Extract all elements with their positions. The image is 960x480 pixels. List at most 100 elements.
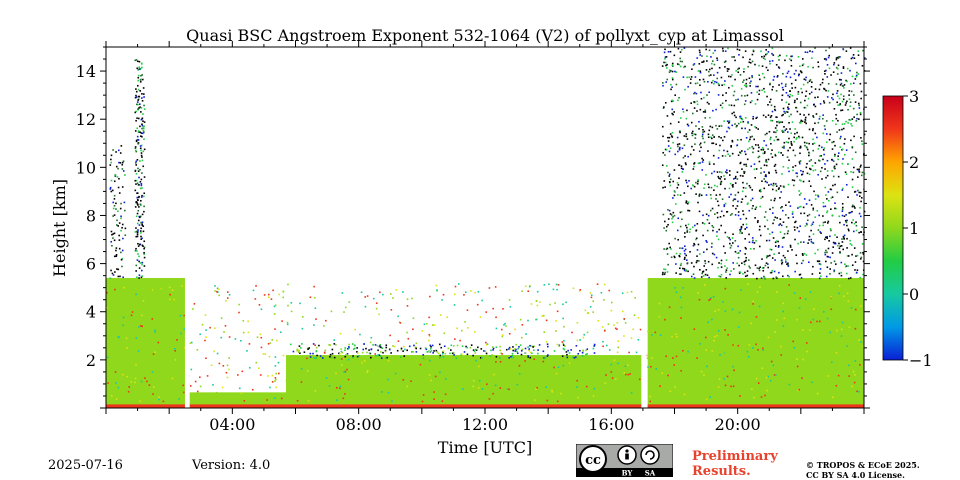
noise-pixel [521, 348, 524, 351]
noise-pixel [827, 82, 830, 85]
noise-pixel [693, 92, 695, 95]
noise-pixel [119, 275, 121, 278]
noise-pixel [274, 380, 276, 382]
noise-pixel [823, 102, 826, 104]
noise-pixel [808, 213, 811, 216]
noise-pixel [460, 360, 462, 363]
noise-pixel [781, 209, 784, 212]
noise-pixel [113, 205, 116, 207]
noise-pixel [755, 377, 758, 380]
noise-pixel [136, 222, 139, 225]
noise-pixel [846, 80, 848, 83]
noise-pixel [754, 177, 756, 179]
noise-pixel [118, 192, 121, 194]
noise-pixel [750, 124, 753, 126]
noise-pixel [141, 263, 143, 266]
noise-pixel [767, 375, 770, 378]
noise-pixel [701, 133, 704, 136]
noise-pixel [780, 224, 783, 227]
noise-pixel [139, 181, 142, 183]
noise-pixel [699, 253, 701, 255]
noise-pixel [804, 144, 806, 147]
noise-pixel [178, 306, 180, 308]
noise-pixel [836, 101, 839, 104]
noise-pixel [735, 70, 738, 72]
noise-pixel [716, 77, 719, 80]
noise-pixel [759, 190, 762, 193]
noise-pixel [112, 233, 115, 235]
noise-pixel [466, 309, 469, 312]
noise-pixel [499, 387, 502, 389]
noise-pixel [848, 326, 851, 328]
noise-pixel [828, 138, 831, 141]
noise-pixel [806, 172, 809, 175]
noise-pixel [182, 384, 184, 387]
noise-pixel [390, 352, 392, 354]
noise-pixel [315, 350, 318, 352]
noise-pixel [844, 153, 846, 156]
noise-pixel [827, 375, 830, 377]
noise-pixel [853, 222, 856, 225]
noise-pixel [686, 226, 688, 229]
noise-pixel [314, 307, 317, 310]
noise-pixel [743, 70, 745, 73]
noise-pixel [765, 66, 768, 69]
noise-pixel [342, 397, 345, 400]
noise-pixel [712, 229, 714, 232]
noise-pixel [808, 235, 811, 238]
noise-pixel [768, 130, 771, 133]
noise-pixel [735, 116, 737, 119]
noise-pixel [667, 145, 670, 147]
noise-pixel [803, 212, 806, 215]
noise-pixel [654, 347, 657, 350]
noise-pixel [740, 289, 742, 291]
noise-pixel [687, 201, 690, 204]
noise-pixel [806, 350, 808, 353]
noise-pixel [256, 336, 259, 339]
noise-pixel [793, 136, 796, 139]
noise-pixel [831, 119, 834, 122]
noise-pixel [742, 223, 744, 226]
noise-pixel [804, 99, 806, 102]
noise-pixel [703, 265, 706, 267]
noise-pixel [715, 194, 718, 196]
noise-pixel [514, 350, 517, 352]
noise-pixel [779, 196, 781, 199]
noise-pixel [774, 241, 777, 244]
noise-pixel [529, 344, 531, 347]
noise-pixel [122, 237, 124, 240]
noise-pixel [780, 191, 783, 193]
noise-pixel [183, 346, 186, 349]
noise-pixel [154, 331, 157, 333]
noise-pixel [842, 158, 844, 160]
noise-pixel [762, 152, 764, 155]
surface-band [647, 404, 864, 408]
noise-pixel [395, 289, 398, 291]
noise-pixel [110, 190, 113, 193]
noise-pixel [438, 393, 440, 396]
noise-pixel [708, 74, 711, 77]
noise-pixel [790, 142, 793, 145]
noise-pixel [748, 265, 750, 268]
noise-pixel [117, 275, 120, 278]
noise-pixel [752, 205, 754, 207]
noise-pixel [774, 216, 777, 219]
noise-pixel [335, 387, 338, 389]
noise-pixel [181, 388, 184, 391]
noise-pixel [848, 364, 850, 367]
noise-pixel [716, 185, 719, 188]
noise-pixel [682, 76, 685, 78]
noise-pixel [675, 263, 677, 265]
noise-pixel [671, 70, 674, 73]
noise-pixel [141, 275, 143, 277]
noise-pixel [143, 210, 145, 213]
noise-pixel [381, 347, 384, 349]
noise-pixel [737, 252, 740, 254]
noise-pixel [737, 122, 740, 125]
noise-pixel [113, 198, 116, 200]
noise-pixel [715, 256, 718, 259]
noise-pixel [213, 350, 215, 353]
noise-pixel [289, 397, 291, 399]
noise-pixel [767, 51, 770, 53]
noise-pixel [297, 349, 300, 351]
